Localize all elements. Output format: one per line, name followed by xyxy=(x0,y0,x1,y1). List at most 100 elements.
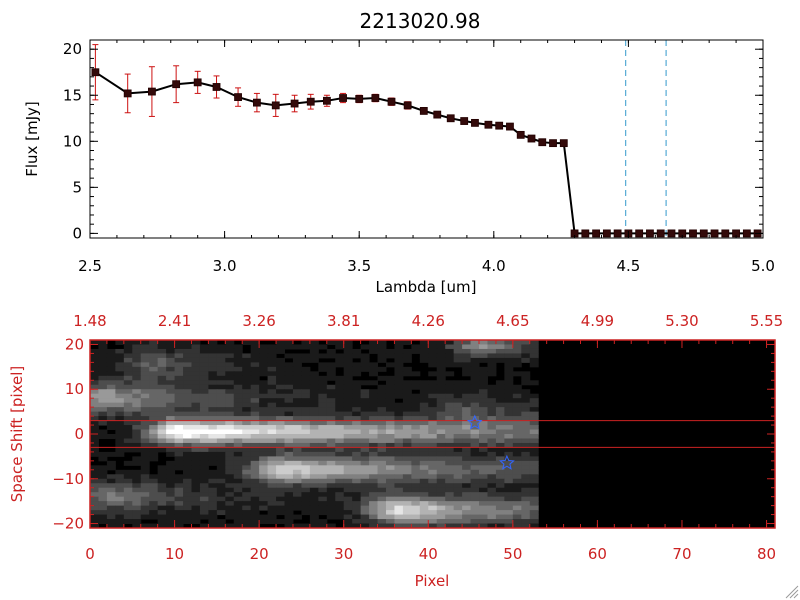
image-cell xyxy=(445,398,455,404)
image-cell xyxy=(276,425,286,431)
image-cell xyxy=(166,514,176,520)
image-cell xyxy=(183,483,192,489)
image-cell xyxy=(428,371,438,377)
image-cell xyxy=(259,429,269,435)
image-cell xyxy=(453,429,463,435)
image-cell xyxy=(521,407,531,413)
image-cell xyxy=(453,496,463,502)
image-cell xyxy=(225,456,235,462)
image-cell xyxy=(157,366,167,372)
image-cell xyxy=(377,501,387,507)
image-cell xyxy=(166,340,176,345)
image-cell xyxy=(250,460,260,466)
image-cell xyxy=(419,420,429,426)
image-cell xyxy=(191,496,201,502)
image-cell xyxy=(521,487,531,493)
image-cell xyxy=(436,514,446,520)
image-cell xyxy=(140,353,150,359)
data-point xyxy=(549,139,557,148)
image-cell xyxy=(284,456,294,462)
image-cell xyxy=(157,393,167,399)
image-cell xyxy=(157,447,167,453)
image-cell xyxy=(318,434,328,439)
image-cell xyxy=(445,434,455,439)
image-cell xyxy=(529,416,539,422)
image-cell xyxy=(453,460,463,466)
image-cell xyxy=(462,407,472,413)
image-cell xyxy=(436,340,446,345)
data-point xyxy=(699,229,708,238)
image-cell xyxy=(98,384,108,390)
image-cell xyxy=(233,460,243,466)
image-cell xyxy=(225,425,235,431)
image-cell xyxy=(453,469,463,475)
image-cell xyxy=(90,487,99,493)
image-cell xyxy=(521,420,531,426)
image-cell xyxy=(385,407,395,413)
image-cell xyxy=(292,371,302,377)
image-cell xyxy=(335,514,345,520)
image-cell xyxy=(512,496,522,502)
image-cell xyxy=(250,519,260,525)
data-point xyxy=(172,80,181,89)
wavelength-top-tick-label: 4.26 xyxy=(412,312,445,330)
image-cell xyxy=(132,460,142,466)
image-cell xyxy=(166,407,176,413)
image-cell xyxy=(166,362,176,368)
image-cell xyxy=(174,501,184,507)
image-cell xyxy=(166,519,176,525)
image-cell xyxy=(318,483,328,489)
image-cell xyxy=(216,411,226,417)
image-cell xyxy=(453,447,463,453)
image-cell xyxy=(199,348,209,354)
image-cell xyxy=(504,460,514,466)
image-cell xyxy=(276,398,286,404)
image-cell xyxy=(352,501,362,507)
image-cell xyxy=(208,402,218,408)
image-cell xyxy=(487,469,497,475)
image-cell xyxy=(453,483,463,489)
image-cell xyxy=(445,523,455,529)
image-cell xyxy=(259,362,269,368)
image-cell xyxy=(225,483,235,489)
image-cell xyxy=(157,340,167,345)
image-cell xyxy=(394,465,404,471)
image-cell xyxy=(115,505,125,511)
image-cell xyxy=(360,492,370,498)
image-cell xyxy=(199,384,209,390)
image-cell xyxy=(106,357,116,363)
image-cell xyxy=(479,523,488,529)
image-cell xyxy=(318,353,328,359)
image-cell xyxy=(276,469,286,475)
image-cell xyxy=(402,389,412,395)
image-cell xyxy=(191,510,201,516)
data-point xyxy=(689,229,697,238)
image-cell xyxy=(504,496,514,502)
image-cell xyxy=(301,465,311,471)
image-cell xyxy=(115,510,125,516)
image-cell xyxy=(301,375,311,381)
image-cell xyxy=(462,469,472,475)
image-cell xyxy=(250,465,260,471)
image-cell xyxy=(225,344,235,350)
image-cell xyxy=(123,505,133,511)
image-cell xyxy=(225,434,235,439)
image-cell xyxy=(267,398,277,404)
pixel-tick-label: 30 xyxy=(334,545,353,563)
image-cell xyxy=(191,344,201,350)
image-cell xyxy=(385,380,395,386)
image-cell xyxy=(309,460,319,466)
image-cell xyxy=(98,496,108,502)
image-cell xyxy=(123,407,133,413)
image-cell xyxy=(462,371,472,377)
image-cell xyxy=(479,505,488,511)
image-cell xyxy=(233,389,243,395)
image-cell xyxy=(445,451,455,457)
image-cell xyxy=(377,340,387,345)
image-cell xyxy=(90,380,99,386)
image-cell xyxy=(377,389,387,395)
image-cell xyxy=(309,411,319,417)
image-cell xyxy=(377,447,387,453)
image-cell xyxy=(191,442,201,448)
image-cell xyxy=(216,366,226,372)
